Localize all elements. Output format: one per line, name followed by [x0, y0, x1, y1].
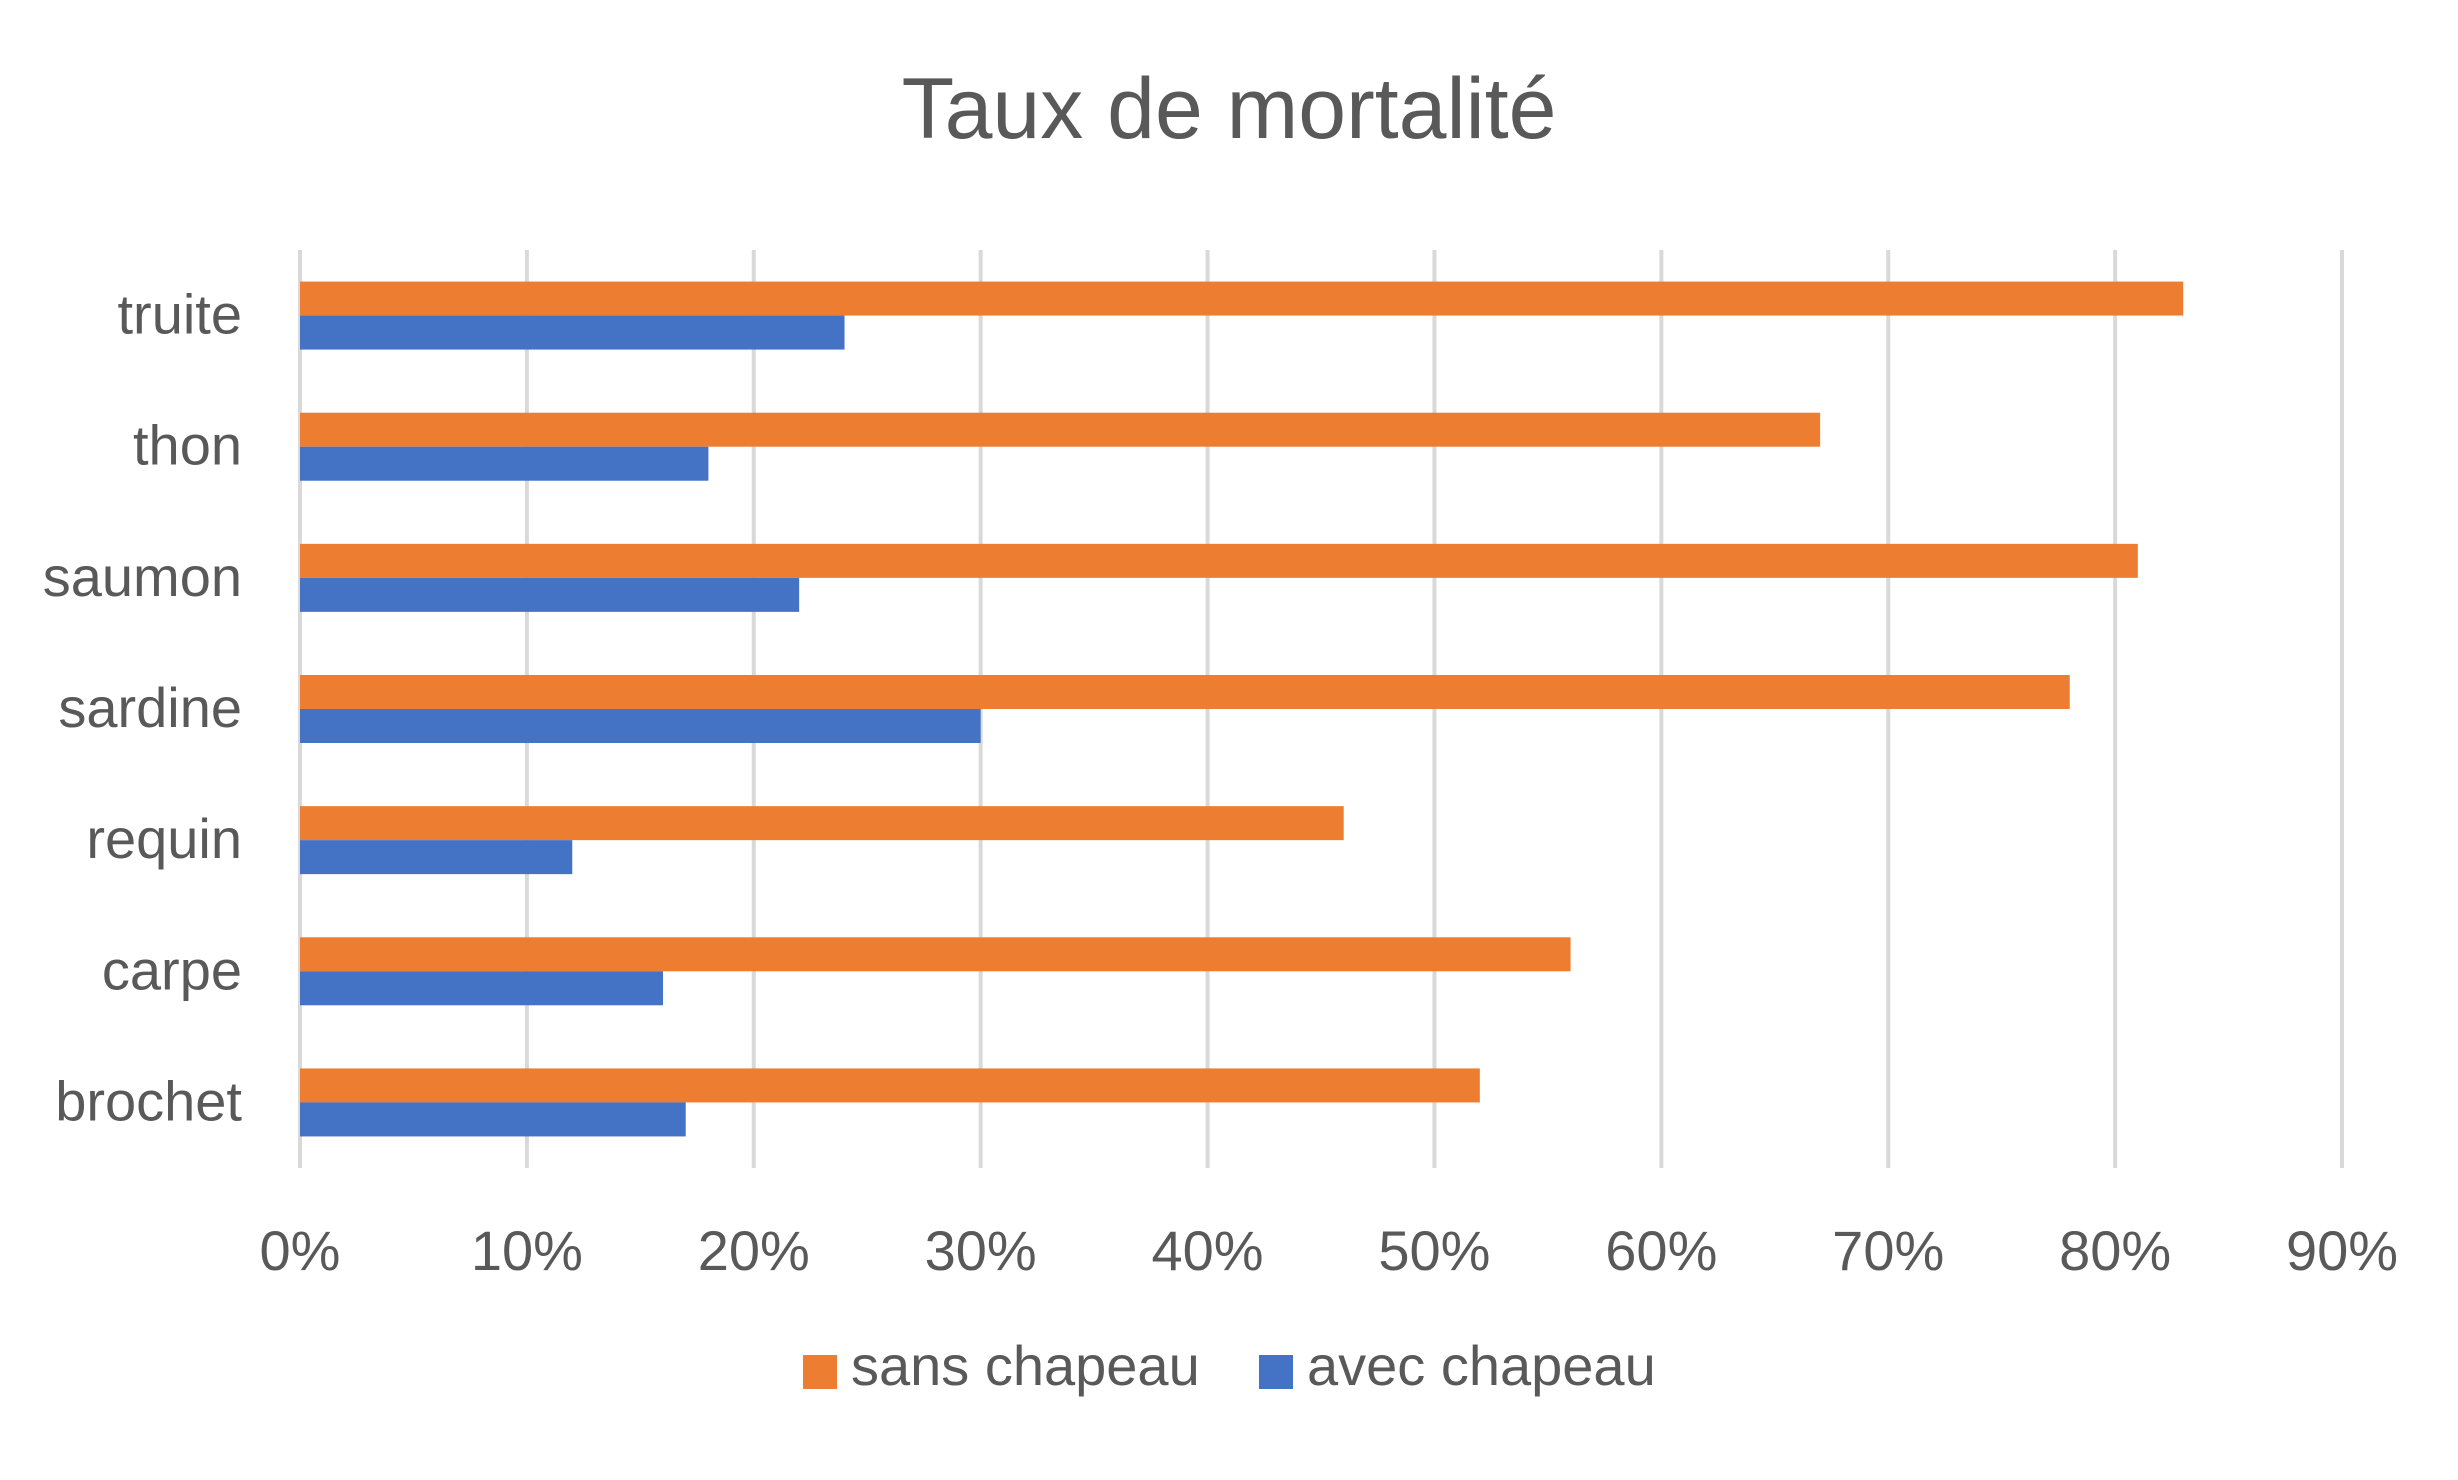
x-tick-label: 40% — [1152, 1219, 1264, 1282]
x-tick-label: 70% — [1832, 1219, 1944, 1282]
x-tick-label: 90% — [2286, 1219, 2398, 1282]
x-tick-label: 50% — [1378, 1219, 1490, 1282]
category-labels: truite thon saumon sardine requin carpe broche… — [43, 283, 243, 1133]
category-label: carpe — [102, 938, 242, 1001]
legend-swatch — [1259, 1355, 1293, 1389]
category-label: sardine — [58, 676, 242, 739]
legend-swatch — [803, 1355, 837, 1389]
x-tick-label: 0% — [260, 1219, 341, 1282]
x-tick-label: 60% — [1605, 1219, 1717, 1282]
category-label: truite — [118, 283, 243, 346]
x-tick-label: 20% — [698, 1219, 810, 1282]
category-label: saumon — [43, 545, 242, 608]
bar-avec-chapeau-sardine — [300, 709, 981, 743]
legend: sans chapeau avec chapeau — [803, 1334, 1656, 1397]
bar-sans-chapeau-carpe — [300, 937, 1571, 972]
category-label: brochet — [55, 1069, 242, 1132]
bar-sans-chapeau-brochet — [300, 1068, 1480, 1103]
legend-item: sans chapeau — [803, 1334, 1200, 1397]
bar-avec-chapeau-carpe — [300, 971, 664, 1006]
bar-avec-chapeau-thon — [300, 446, 709, 481]
bar-sans-chapeau-truite — [300, 281, 2184, 316]
bar-avec-chapeau-truite — [300, 315, 845, 350]
bar-sans-chapeau-thon — [300, 412, 1821, 447]
bars — [300, 281, 2184, 1137]
bar-avec-chapeau-brochet — [300, 1102, 686, 1137]
x-tick-label: 80% — [2059, 1219, 2171, 1282]
category-label: requin — [86, 807, 242, 870]
category-label: thon — [133, 414, 242, 477]
legend-label: avec chapeau — [1307, 1334, 1656, 1397]
x-axis-tick-labels: 0% 10% 20% 30% 40% 50% 60% 70% 80% 90% — [260, 1219, 2399, 1282]
bar-avec-chapeau-requin — [300, 840, 573, 875]
bar-sans-chapeau-saumon — [300, 543, 2138, 578]
bar-sans-chapeau-requin — [300, 806, 1344, 841]
x-tick-label: 10% — [471, 1219, 583, 1282]
chart-title: Taux de mortalité — [902, 61, 1557, 157]
bar-sans-chapeau-sardine — [300, 675, 2070, 709]
bar-avec-chapeau-saumon — [300, 577, 800, 612]
legend-label: sans chapeau — [851, 1334, 1200, 1397]
legend-item: avec chapeau — [1259, 1334, 1656, 1397]
x-tick-label: 30% — [925, 1219, 1037, 1282]
